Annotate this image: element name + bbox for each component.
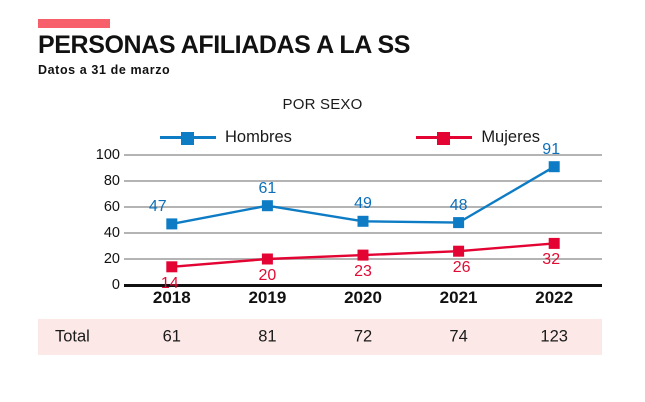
data-label-hombres: 47 [148,197,167,215]
data-label-hombres: 49 [354,195,372,213]
data-point-marker [548,237,560,249]
data-label-mujeres: 26 [452,259,471,277]
data-point-marker [357,249,369,261]
x-tick-label: 2022 [535,288,574,307]
gridline [124,154,602,156]
series-lines [166,161,560,273]
x-axis-line [124,284,602,287]
total-row-value: 123 [540,327,568,346]
data-label-mujeres: 32 [542,251,561,269]
gridline [124,232,602,234]
data-point-marker [453,217,465,229]
x-tick-label: 2020 [344,288,382,307]
data-label-mujeres: 14 [160,274,179,292]
total-row-value: 72 [353,327,373,346]
data-point-marker [261,200,273,212]
x-tick-label: 2018 [152,288,191,307]
legend-label-mujeres: Mujeres [481,128,540,146]
total-row-label: Total [55,327,90,346]
total-row-value: 61 [162,327,181,346]
data-point-marker [453,245,465,257]
gridline [124,180,602,182]
total-row: Total 61 81 72 74 123 [38,319,602,355]
legend-item-hombres: Hombres [160,128,292,147]
y-tick-label: 40 [103,225,120,241]
data-point-marker [548,161,560,173]
data-label-mujeres: 20 [258,267,277,284]
data-point-marker [166,218,178,230]
legend-label-hombres: Hombres [225,128,292,146]
data-point-marker [357,215,369,227]
y-tick-label: 100 [95,147,120,163]
legend-item-mujeres: Mujeres [416,128,540,147]
page-title: PERSONAS AFILIADAS A LA SS [38,31,411,59]
legend-swatch-hombres-icon [160,131,216,145]
chart-plot: 100 80 60 40 20 0 47 61 49 48 91 14 20 23 26 32 [0,141,645,305]
x-tick-label: 2021 [439,288,478,307]
plot-area: 47 61 49 48 91 14 20 23 26 32 [124,141,602,292]
data-point-marker [261,253,273,265]
data-label-hombres: 61 [258,179,277,197]
accent-bar [38,19,110,28]
data-label-hombres: 91 [542,140,561,158]
y-tick-label: 20 [103,251,120,267]
chart-legend: Hombres Mujeres [160,128,540,147]
page-subtitle: Datos a 31 de marzo [38,63,171,77]
total-row-value: 74 [449,327,468,346]
chart-title: POR SEXO [282,96,363,113]
y-tick-label: 80 [103,173,120,189]
gridline [124,206,602,208]
y-tick-label: 0 [111,277,120,293]
data-label-mujeres: 23 [354,263,372,281]
y-axis: 100 80 60 40 20 0 [74,147,120,293]
legend-swatch-mujeres-icon [416,131,473,145]
total-row-value: 81 [258,327,277,346]
x-axis: 2018 2019 2020 2021 2022 [124,288,602,310]
data-point-marker [166,261,178,273]
y-tick-label: 60 [103,199,120,215]
x-tick-label: 2019 [248,288,287,307]
data-label-hombres: 48 [449,196,468,214]
